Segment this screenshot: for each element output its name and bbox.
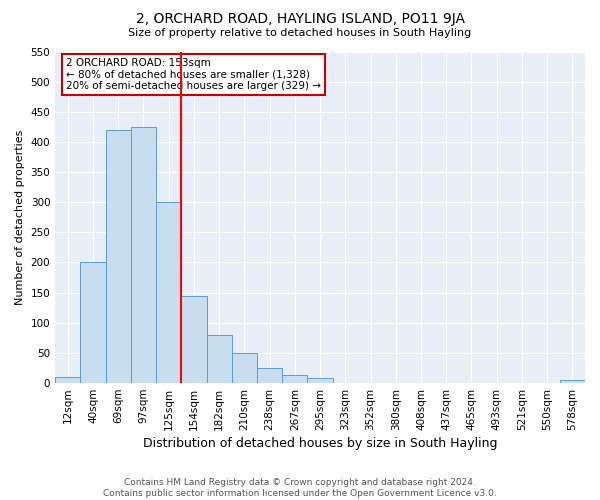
Bar (131, 127, 156, 383)
Bar (80, 262, 106, 383)
Bar (55, 377, 80, 383)
Bar (181, 296, 206, 383)
X-axis label: Distribution of detached houses by size in South Hayling: Distribution of detached houses by size … (143, 437, 497, 450)
Text: 2 ORCHARD ROAD: 153sqm
← 80% of detached houses are smaller (1,328)
20% of semi-: 2 ORCHARD ROAD: 153sqm ← 80% of detached… (66, 58, 321, 92)
Text: Contains HM Land Registry data © Crown copyright and database right 2024.
Contai: Contains HM Land Registry data © Crown c… (103, 478, 497, 498)
Bar (257, 368, 282, 383)
Text: Size of property relative to detached houses in South Hayling: Size of property relative to detached ho… (128, 28, 472, 38)
Bar (106, 130, 131, 383)
Bar (282, 375, 307, 383)
Bar (307, 378, 332, 383)
Y-axis label: Number of detached properties: Number of detached properties (15, 130, 25, 305)
Bar (560, 380, 585, 383)
Text: 2, ORCHARD ROAD, HAYLING ISLAND, PO11 9JA: 2, ORCHARD ROAD, HAYLING ISLAND, PO11 9J… (136, 12, 464, 26)
Bar (156, 202, 181, 383)
Bar (206, 335, 232, 383)
Bar (232, 353, 257, 383)
